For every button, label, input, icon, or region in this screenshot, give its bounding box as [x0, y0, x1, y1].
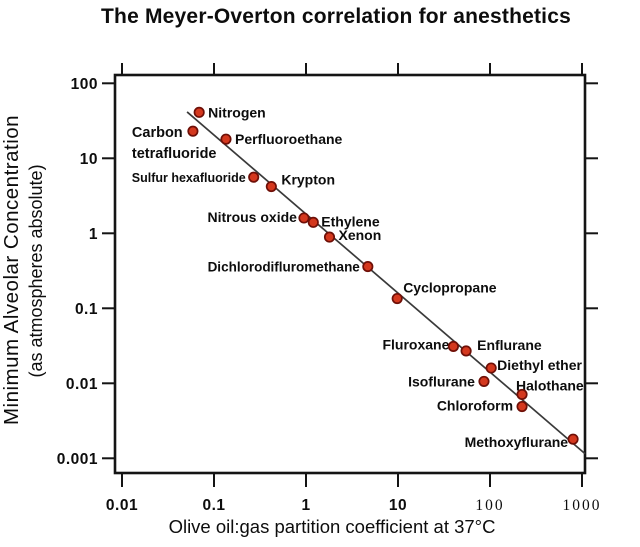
point-label-krypton: Krypton	[281, 172, 335, 188]
point-label-dichlorodifluromethane: Dichlorodifluromethane	[208, 260, 361, 275]
y-tick-label: 0.001	[57, 451, 98, 468]
data-point-chloroform	[516, 400, 528, 413]
data-points-group	[187, 106, 579, 445]
point-label-carbon-tetrafluoride: Carbon	[132, 125, 183, 141]
point-label-cyclopropane: Cyclopropane	[403, 280, 497, 296]
plot-frame-group	[113, 73, 587, 475]
data-point-nitrogen	[193, 106, 205, 118]
point-label-enflurane: Enflurane	[477, 337, 542, 353]
x-tick-label: 0.1	[202, 497, 225, 514]
data-point-ethylene	[307, 216, 319, 228]
y-axis-subtitle: (as atmospheres absolute)	[26, 164, 46, 377]
data-point-perfluoroethane	[220, 133, 232, 145]
data-point-carbon-tetrafluoride	[187, 125, 199, 137]
data-point-xenon	[323, 231, 336, 243]
data-point-sulfur-hexafluoride	[248, 171, 260, 183]
x-tick-label: 1	[301, 497, 310, 514]
x-tick-label: 1000	[563, 497, 602, 514]
data-point-halothane	[516, 388, 528, 401]
data-point-nitrous-oxide	[298, 212, 310, 224]
plot-frame	[113, 73, 587, 475]
data-point-methoxyflurane	[567, 433, 579, 445]
point-labels-group: Nitrogen Carbon tetrafluoride Perfluoroetha…	[132, 104, 584, 450]
point-label-nitrogen: Nitrogen	[208, 104, 266, 120]
y-tick-label: 100	[71, 76, 98, 93]
point-label-nitrous-oxide: Nitrous oxide	[207, 209, 297, 225]
x-axis-title: Olive oil:gas partition coefficient at 3…	[169, 516, 496, 537]
point-label-ethylene: Ethylene	[321, 213, 380, 229]
point-label-sulfur-hexafluoride: Sulfur hexafluoride	[132, 171, 246, 185]
data-point-fluroxane	[447, 340, 459, 352]
point-label-fluroxane: Fluroxane	[382, 336, 449, 352]
data-point-enflurane	[460, 345, 472, 357]
y-tick-label: 10	[80, 151, 98, 168]
x-tick-label: 10	[389, 497, 407, 514]
y-axis-title: Minimum Alveolar Concentration	[0, 115, 23, 425]
point-label-xenon: Xenon	[338, 227, 381, 243]
data-point-dichlorodifluromethane	[362, 261, 374, 273]
y-tick-label: 1	[89, 226, 98, 243]
point-label-perfluoroethane: Perfluoroethane	[235, 131, 343, 147]
x-tick-label: 100	[475, 497, 504, 514]
point-label-isoflurane: Isoflurane	[408, 373, 475, 389]
chart-title: The Meyer-Overton correlation for anesth…	[101, 5, 571, 28]
point-label-halothane: Halothane	[516, 377, 584, 393]
y-tick-label: 0.01	[66, 376, 98, 393]
x-tick-label: 0.01	[106, 497, 138, 514]
point-label-methoxyflurane: Methoxyflurane	[465, 434, 569, 450]
tick-labels-group: 0.01 0.1 1 10 100 1000 100 10 1 0.1 0.01 0.001	[57, 76, 602, 514]
data-point-diethyl-ether	[485, 362, 497, 374]
data-point-krypton	[265, 181, 277, 193]
point-label-diethyl-ether: Diethyl ether	[497, 357, 582, 373]
point-label-carbon-tetrafluoride: tetrafluoride	[132, 146, 217, 162]
tick-marks-group	[102, 63, 598, 487]
data-point-isoflurane	[478, 375, 490, 387]
point-label-chloroform: Chloroform	[437, 398, 513, 414]
data-point-cyclopropane	[391, 292, 403, 305]
y-tick-label: 0.1	[75, 301, 98, 318]
